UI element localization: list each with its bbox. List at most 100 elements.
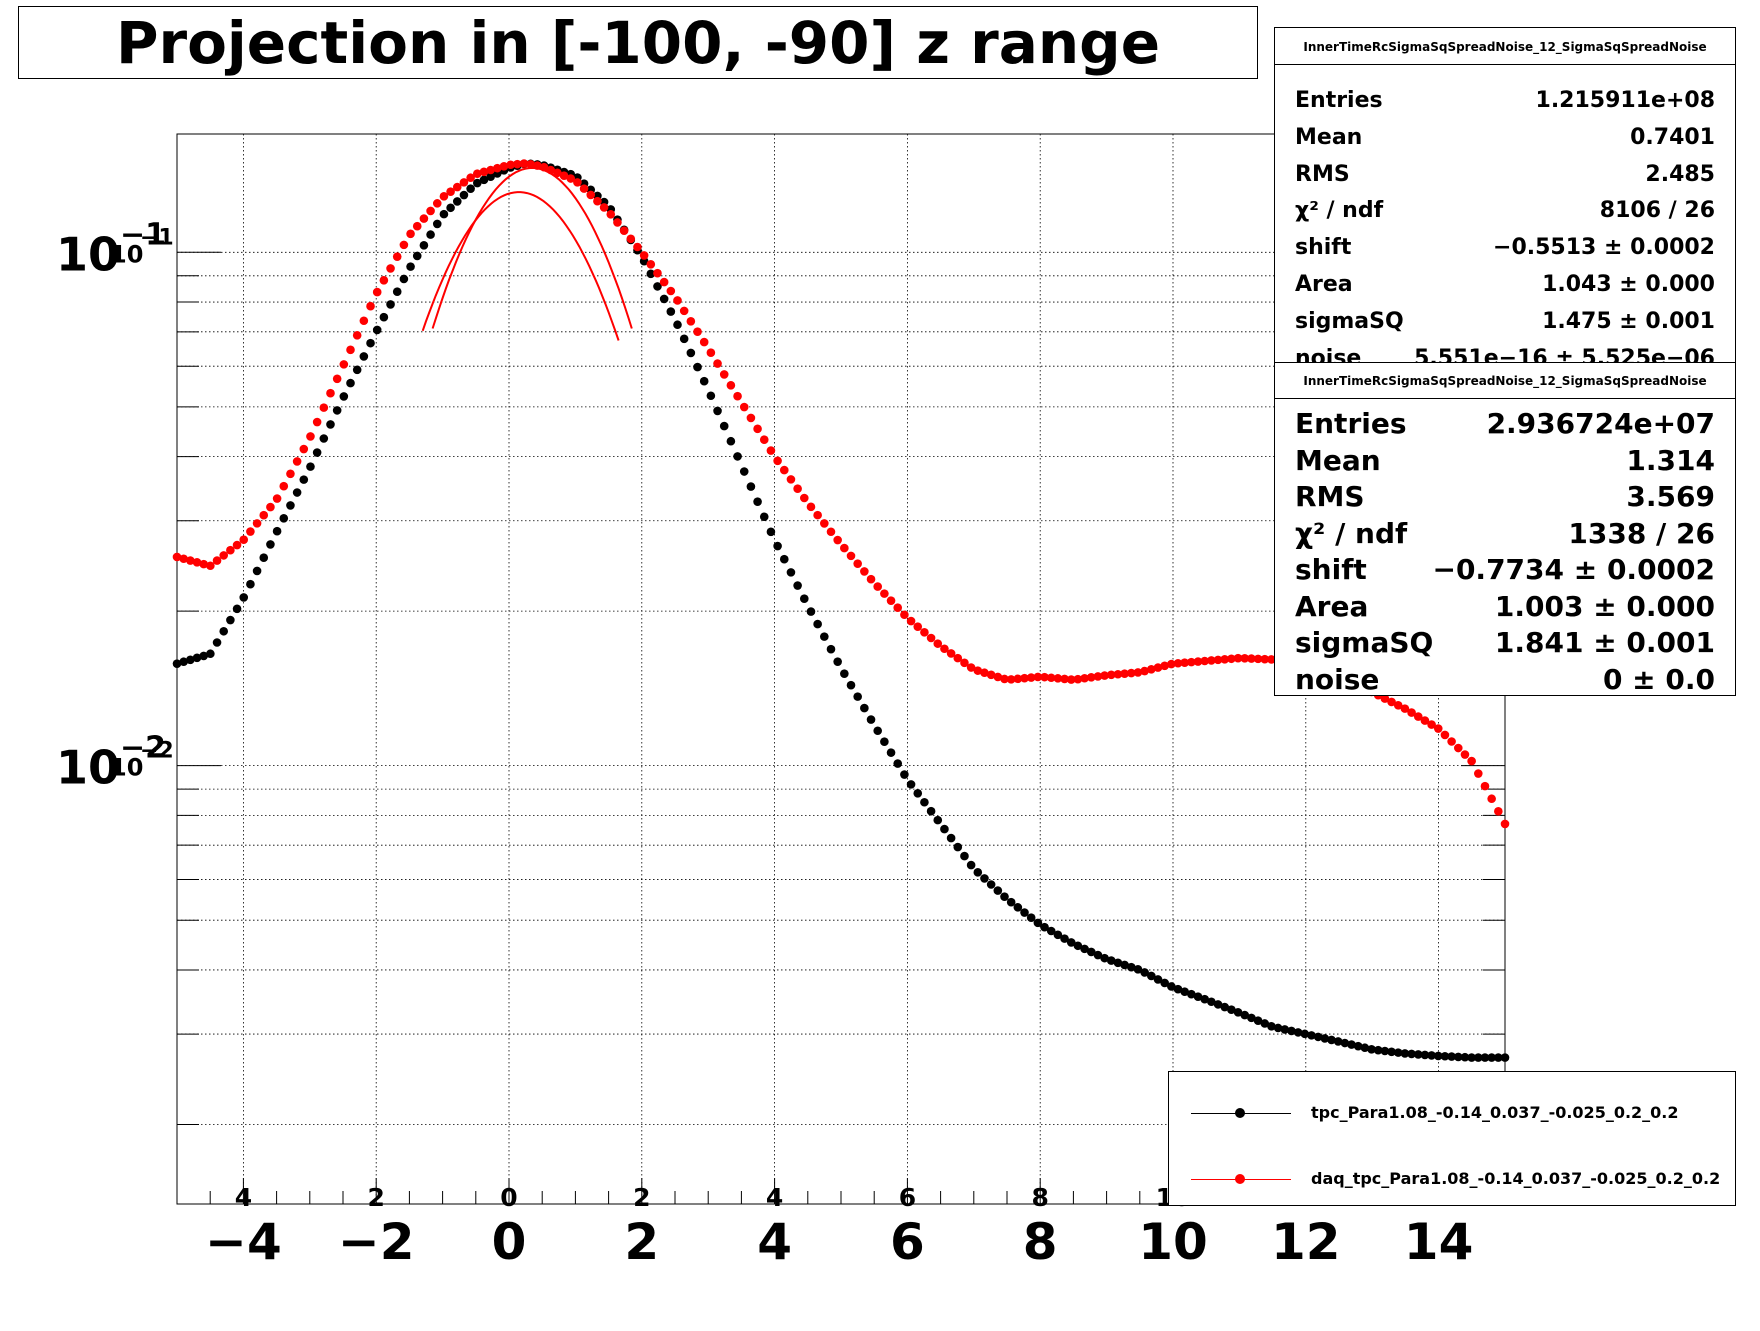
stats-label: Mean (1295, 124, 1363, 150)
data-point (906, 780, 916, 789)
data-point (439, 192, 449, 201)
data-point (699, 376, 709, 386)
data-point (412, 221, 422, 231)
data-point (779, 554, 789, 564)
data-point (473, 178, 482, 188)
data-point (739, 467, 749, 476)
data-point (553, 168, 562, 178)
data-point (1427, 1051, 1436, 1060)
data-point (459, 190, 469, 200)
stats-value: 2.485 (1645, 161, 1715, 187)
data-point (1427, 720, 1436, 729)
data-point (926, 633, 936, 643)
data-point (1100, 953, 1109, 963)
data-point (626, 234, 636, 244)
data-point (479, 167, 489, 177)
data-point (499, 161, 509, 171)
data-point (593, 196, 602, 206)
data-point (1106, 956, 1116, 965)
data-point (1447, 737, 1456, 746)
stats-label: Mean (1295, 443, 1381, 477)
data-point (853, 559, 862, 568)
data-point (773, 456, 782, 466)
data-point (1267, 1021, 1276, 1031)
data-point (1140, 666, 1149, 676)
stats-label: shift (1295, 235, 1352, 261)
legend-item-tpc: tpc_Para1.08_-0.14_0.037_-0.025_0.2_0.2 (1169, 1099, 1735, 1129)
data-point (940, 644, 949, 654)
stats-value: 8106 / 26 (1599, 198, 1715, 224)
y-tick-label: 10 (56, 227, 120, 281)
y-tick-label-exponent: −2 (120, 731, 166, 766)
data-point (686, 316, 696, 326)
data-point (426, 230, 435, 239)
data-point (1260, 1019, 1270, 1028)
data-point (733, 452, 742, 461)
data-point (519, 159, 529, 168)
data-point (366, 301, 375, 311)
data-point (286, 469, 295, 479)
data-point (1467, 1053, 1476, 1062)
data-point (639, 251, 649, 260)
data-point (399, 240, 409, 250)
data-point (1407, 708, 1416, 717)
data-point (673, 320, 682, 330)
data-point (1040, 672, 1049, 682)
data-point (1173, 658, 1183, 668)
data-point (486, 172, 495, 181)
data-point (279, 481, 289, 491)
data-point (759, 512, 769, 522)
data-point (299, 475, 309, 484)
data-point (239, 593, 249, 602)
data-point (1066, 675, 1076, 684)
data-point (1387, 1047, 1396, 1057)
data-point (1180, 987, 1189, 996)
legend-label-tpc: tpc_Para1.08_-0.14_0.037_-0.025_0.2_0.2 (1311, 1103, 1679, 1122)
data-point (826, 644, 836, 654)
data-point (873, 582, 883, 591)
x-tick-label: 8 (1023, 1213, 1058, 1271)
data-point (946, 833, 956, 843)
stats-label: noise (1295, 662, 1380, 696)
stats-value: 0 ± 0.0 (1602, 662, 1715, 696)
data-point (1106, 670, 1116, 680)
data-point (1433, 1051, 1443, 1061)
data-point (379, 312, 389, 322)
data-point (1494, 807, 1503, 816)
data-point (1053, 674, 1063, 683)
data-point (1006, 675, 1016, 684)
stats-box-1: InnerTimeRcSigmaSqSpreadNoise_12_SigmaSq… (1274, 27, 1736, 371)
data-point (1213, 1000, 1223, 1009)
data-point (1253, 654, 1263, 664)
data-point (706, 391, 716, 401)
data-point (753, 497, 762, 506)
data-point (432, 199, 442, 208)
data-point (1300, 1029, 1310, 1039)
chart-title: Projection in [-100, -90] z range (115, 9, 1161, 77)
data-point (659, 294, 669, 304)
data-point (406, 262, 415, 271)
data-point (1240, 1010, 1250, 1020)
data-point (199, 559, 208, 569)
data-point (579, 184, 589, 193)
data-point (332, 406, 342, 415)
data-point (986, 670, 996, 680)
data-point (1113, 669, 1123, 679)
data-point (739, 402, 749, 412)
data-point (726, 381, 736, 390)
x-tick-label: 6 (890, 1213, 925, 1271)
data-point (799, 493, 809, 503)
data-point (1393, 700, 1403, 710)
x-tick-label-small: 6 (899, 1183, 916, 1212)
data-point (1060, 934, 1069, 943)
data-point (326, 388, 335, 398)
stats-label: Area (1295, 272, 1353, 297)
stats-value: 1.043 ± 0.000 (1542, 272, 1715, 297)
data-point (559, 171, 569, 180)
x-tick-label-small: 2 (367, 1183, 384, 1212)
data-point (1367, 1045, 1376, 1054)
y-tick-label-small-exponent: −1 (140, 225, 174, 250)
data-point (813, 510, 822, 520)
data-point (679, 334, 689, 344)
data-point (866, 574, 876, 584)
